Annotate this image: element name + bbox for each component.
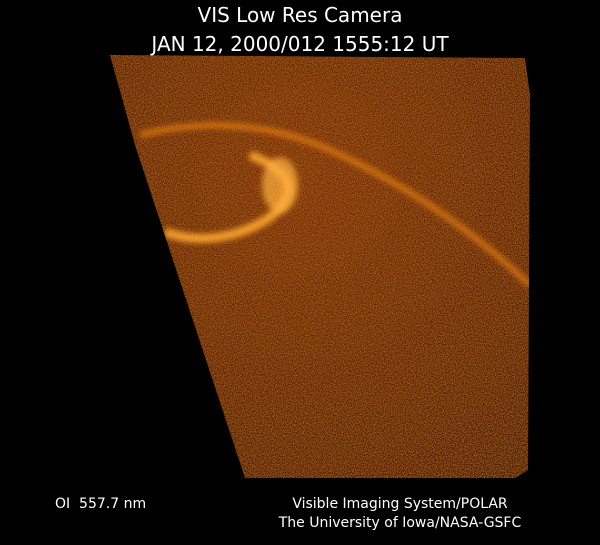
auroral-core bbox=[262, 157, 298, 213]
camera-image bbox=[110, 55, 530, 478]
title: VIS Low Res Camera bbox=[198, 3, 403, 27]
auroral-oval bbox=[139, 122, 530, 288]
institution-label: The University of Iowa/NASA-GSFC bbox=[278, 515, 522, 531]
timestamp: JAN 12, 2000/012 1555:12 UT bbox=[149, 32, 449, 56]
instrument-label: Visible Imaging System/POLAR bbox=[292, 496, 508, 512]
filter-label: OI 557.7 nm bbox=[55, 496, 146, 512]
